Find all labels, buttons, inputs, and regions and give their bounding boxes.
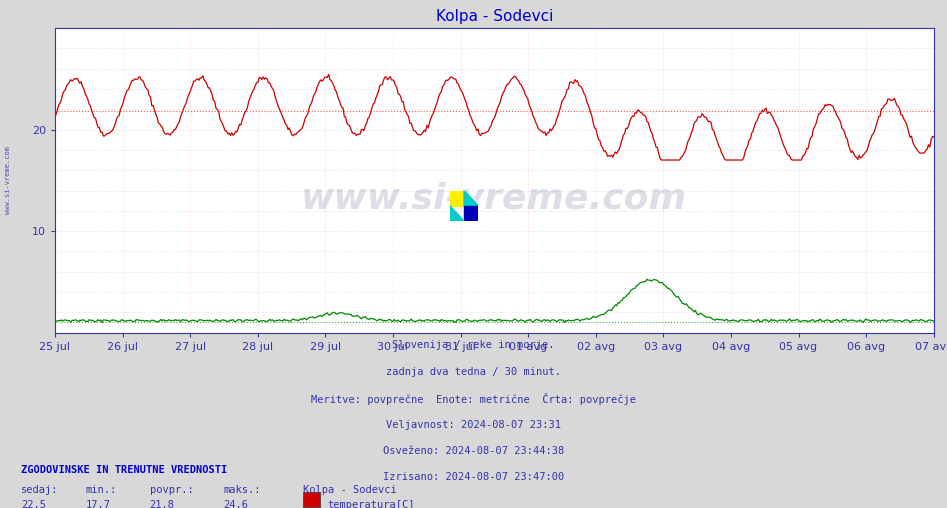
Text: Slovenija / reke in morje.: Slovenija / reke in morje. xyxy=(392,340,555,351)
Text: povpr.:: povpr.: xyxy=(150,485,193,495)
Text: Osveženo: 2024-08-07 23:44:38: Osveženo: 2024-08-07 23:44:38 xyxy=(383,446,564,456)
Text: min.:: min.: xyxy=(85,485,116,495)
Text: Izrisano: 2024-08-07 23:47:00: Izrisano: 2024-08-07 23:47:00 xyxy=(383,472,564,483)
Bar xyxy=(450,190,464,206)
Title: Kolpa - Sodevci: Kolpa - Sodevci xyxy=(436,9,553,24)
Text: 21,8: 21,8 xyxy=(150,500,174,508)
Text: zadnja dva tedna / 30 minut.: zadnja dva tedna / 30 minut. xyxy=(386,367,561,377)
Text: 22,5: 22,5 xyxy=(21,500,45,508)
Text: www.si-vreme.com: www.si-vreme.com xyxy=(301,182,688,215)
Text: sedaj:: sedaj: xyxy=(21,485,59,495)
Text: Kolpa - Sodevci: Kolpa - Sodevci xyxy=(303,485,397,495)
Text: maks.:: maks.: xyxy=(223,485,261,495)
Text: temperatura[C]: temperatura[C] xyxy=(328,500,415,508)
Text: Veljavnost: 2024-08-07 23:31: Veljavnost: 2024-08-07 23:31 xyxy=(386,420,561,430)
Text: 17,7: 17,7 xyxy=(85,500,110,508)
Bar xyxy=(464,206,478,221)
Polygon shape xyxy=(450,206,464,221)
Polygon shape xyxy=(464,190,478,206)
Text: www.si-vreme.com: www.si-vreme.com xyxy=(5,146,10,214)
Text: 24,6: 24,6 xyxy=(223,500,248,508)
Text: Meritve: povprečne  Enote: metrične  Črta: povprečje: Meritve: povprečne Enote: metrične Črta:… xyxy=(311,393,636,405)
Text: ZGODOVINSKE IN TRENUTNE VREDNOSTI: ZGODOVINSKE IN TRENUTNE VREDNOSTI xyxy=(21,465,227,475)
